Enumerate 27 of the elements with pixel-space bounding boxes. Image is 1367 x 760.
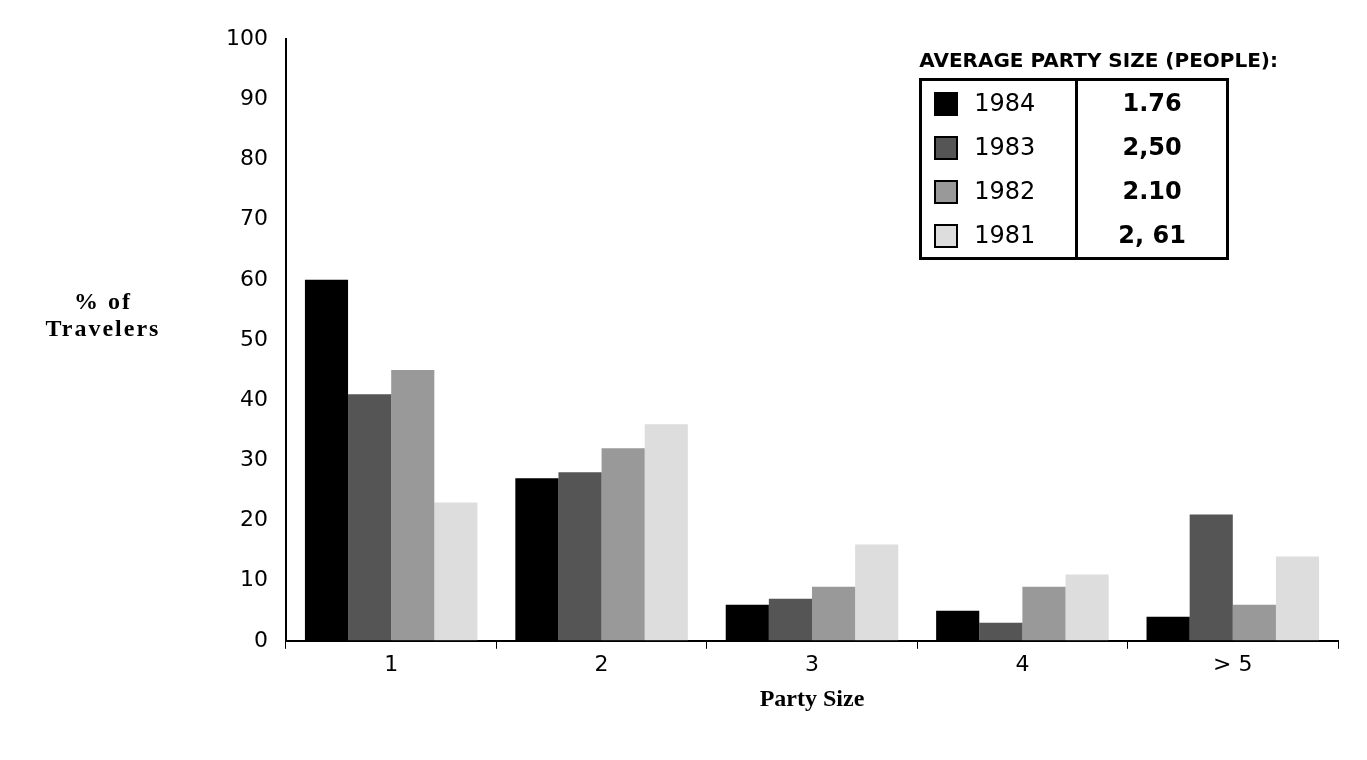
annotation: 1.76 (1076, 79, 1228, 125)
y-tick-label: 80 (239, 145, 268, 171)
y-tick-label: 50 (239, 325, 268, 351)
x-tick-label: 2 (594, 650, 609, 676)
y-tick-label: 40 (239, 385, 268, 411)
y-tick-label: 100 (225, 24, 268, 50)
y-axis-title: % of Travelers (44, 288, 162, 342)
y-tick-label: 70 (239, 205, 268, 231)
x-tick-label: > 5 (1213, 650, 1253, 676)
y-tick-label: 10 (239, 566, 268, 592)
annotation: 2.10 (1076, 169, 1228, 213)
legend-label: 1984 (920, 79, 1077, 125)
y-tick-label: 90 (239, 85, 268, 111)
y-tick-label: 60 (239, 265, 268, 291)
y-tick-label: 20 (239, 506, 268, 532)
legend-label: 1983 (920, 125, 1077, 169)
legend-title: AVERAGE PARTY SIZE (PEOPLE): (919, 48, 1278, 72)
annotation: 2, 61 (1076, 213, 1228, 259)
x-tick-label: 1 (384, 650, 399, 676)
y-tick-label: 0 (253, 626, 268, 652)
x-tick-label: 3 (805, 650, 819, 676)
x-tick-label: 4 (1015, 650, 1030, 676)
y-tick-label: 30 (239, 446, 268, 472)
legend-label: 1981 (920, 213, 1077, 259)
x-axis-title: Party Size (759, 684, 865, 711)
annotation: 2,50 (1076, 125, 1228, 169)
legend-label: 1982 (920, 169, 1077, 213)
